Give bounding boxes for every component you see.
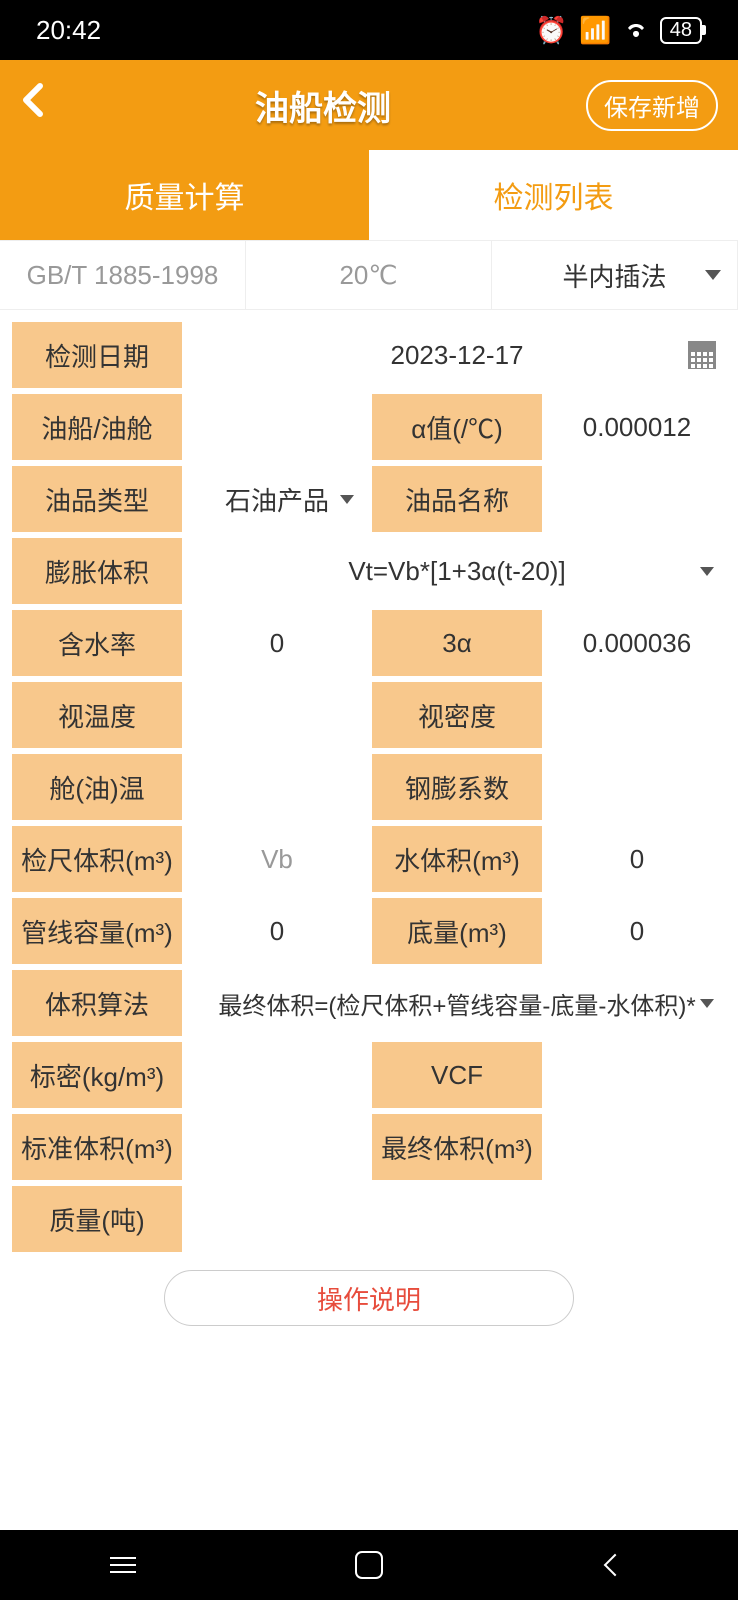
nav-home-button[interactable] — [352, 1548, 386, 1582]
select-type[interactable]: 石油产品 — [188, 466, 366, 532]
label-water-rate: 含水率 — [12, 610, 182, 676]
label-3alpha: 3α — [372, 610, 542, 676]
label-vol-algo: 体积算法 — [12, 970, 182, 1036]
wifi-icon — [624, 15, 648, 46]
nav-back-button[interactable] — [598, 1548, 632, 1582]
label-mass: 质量(吨) — [12, 1186, 182, 1252]
chevron-down-icon — [700, 999, 714, 1008]
input-vis-temp[interactable] — [188, 682, 366, 748]
filter-standard[interactable]: GB/T 1885-1998 — [0, 241, 246, 309]
filter-temp[interactable]: 20℃ — [246, 241, 492, 309]
nav-menu-button[interactable] — [106, 1548, 140, 1582]
input-3alpha[interactable]: 0.000036 — [548, 610, 726, 676]
tab-detect-list[interactable]: 检测列表 — [369, 150, 738, 240]
status-bar: 20:42 ⏰ 📶 48 — [0, 0, 738, 60]
chevron-down-icon — [700, 567, 714, 576]
tab-mass-calc[interactable]: 质量计算 — [0, 150, 369, 240]
filter-row: GB/T 1885-1998 20℃ 半内插法 — [0, 240, 738, 310]
label-vis-dens: 视密度 — [372, 682, 542, 748]
android-nav-bar — [0, 1530, 738, 1600]
input-alpha[interactable]: 0.000012 — [548, 394, 726, 460]
label-steel-coef: 钢膨系数 — [372, 754, 542, 820]
input-std-vol[interactable] — [188, 1114, 366, 1180]
label-water-vol: 水体积(m³) — [372, 826, 542, 892]
input-std-dens[interactable] — [188, 1042, 366, 1108]
input-check-vol[interactable]: Vb — [188, 826, 366, 892]
filter-method[interactable]: 半内插法 — [492, 241, 738, 309]
input-vis-dens[interactable] — [548, 682, 726, 748]
label-vcf: VCF — [372, 1042, 542, 1108]
chevron-down-icon — [705, 270, 721, 280]
tabs: 质量计算 检测列表 — [0, 150, 738, 240]
label-cabin-temp: 舱(油)温 — [12, 754, 182, 820]
back-button[interactable] — [20, 82, 60, 128]
label-vis-temp: 视温度 — [12, 682, 182, 748]
select-vol-algo[interactable]: 最终体积=(检尺体积+管线容量-底量-水体积)* — [188, 970, 726, 1036]
label-pipe: 管线容量(m³) — [12, 898, 182, 964]
label-std-dens: 标密(kg/m³) — [12, 1042, 182, 1108]
help-button[interactable]: 操作说明 — [164, 1270, 574, 1326]
signal-icon: 📶 — [579, 15, 611, 46]
battery-icon: 48 — [660, 17, 702, 44]
label-expand-vol: 膨胀体积 — [12, 538, 182, 604]
input-product-name[interactable] — [548, 466, 726, 532]
chevron-down-icon — [340, 495, 354, 504]
input-pipe[interactable]: 0 — [188, 898, 366, 964]
page-title: 油船检测 — [60, 81, 586, 130]
input-vcf[interactable] — [548, 1042, 726, 1108]
label-ship: 油船/油舱 — [12, 394, 182, 460]
input-water-vol[interactable]: 0 — [548, 826, 726, 892]
label-std-vol: 标准体积(m³) — [12, 1114, 182, 1180]
app-header: 油船检测 保存新增 — [0, 60, 738, 150]
label-type: 油品类型 — [12, 466, 182, 532]
input-cabin-temp[interactable] — [188, 754, 366, 820]
input-mass[interactable] — [188, 1186, 726, 1252]
input-date[interactable]: 2023-12-17 — [188, 322, 726, 388]
status-right: ⏰ 📶 48 — [535, 15, 702, 46]
save-new-button[interactable]: 保存新增 — [586, 80, 718, 131]
alarm-icon: ⏰ — [535, 15, 567, 46]
select-expand-vol[interactable]: Vt=Vb*[1+3α(t-20)] — [188, 538, 726, 604]
label-final-vol: 最终体积(m³) — [372, 1114, 542, 1180]
input-final-vol[interactable] — [548, 1114, 726, 1180]
status-time: 20:42 — [36, 15, 101, 46]
calendar-icon — [688, 341, 716, 369]
input-water-rate[interactable]: 0 — [188, 610, 366, 676]
input-steel-coef[interactable] — [548, 754, 726, 820]
label-alpha: α值(/℃) — [372, 394, 542, 460]
label-check-vol: 检尺体积(m³) — [12, 826, 182, 892]
label-bottom: 底量(m³) — [372, 898, 542, 964]
label-date: 检测日期 — [12, 322, 182, 388]
input-bottom[interactable]: 0 — [548, 898, 726, 964]
form-area: 检测日期 2023-12-17 油船/油舱 α值(/℃) 0.000012 油品… — [0, 310, 738, 1326]
input-ship[interactable] — [188, 394, 366, 460]
label-product-name: 油品名称 — [372, 466, 542, 532]
